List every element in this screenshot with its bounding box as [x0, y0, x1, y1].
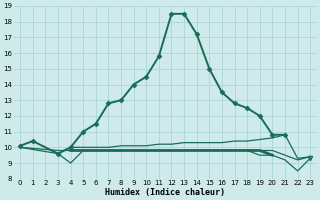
- X-axis label: Humidex (Indice chaleur): Humidex (Indice chaleur): [105, 188, 225, 197]
